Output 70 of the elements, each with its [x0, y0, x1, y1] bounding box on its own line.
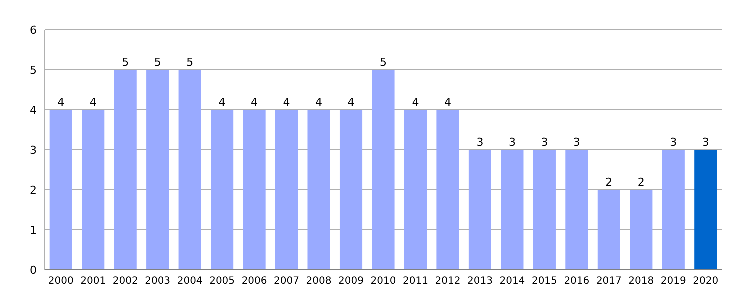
bar: [114, 70, 137, 270]
x-tick-label: 2015: [532, 276, 558, 287]
x-tick-label: 2003: [145, 276, 171, 287]
data-label: 3: [508, 136, 516, 149]
x-tick-label: 2005: [210, 276, 236, 287]
bar: [566, 150, 588, 270]
bar: [694, 150, 718, 270]
bar: [178, 70, 202, 270]
data-label: 2: [606, 176, 613, 189]
x-tick-label: 2017: [596, 276, 622, 287]
x-tick-label: 2008: [306, 276, 332, 287]
x-tick-label: 2006: [242, 276, 268, 287]
data-label: 4: [348, 96, 355, 109]
bar: [404, 110, 428, 270]
data-label: 3: [541, 136, 548, 149]
bar: [436, 110, 460, 270]
data-label: 4: [444, 96, 452, 109]
y-tick-label: 1: [30, 224, 37, 237]
bar: [211, 110, 234, 270]
x-tick-label: 2020: [693, 276, 719, 287]
data-label: 2: [638, 176, 645, 189]
data-label: 3: [476, 136, 484, 149]
x-tick-label: 2010: [370, 276, 396, 287]
bar: [468, 150, 492, 270]
y-tick-label: 6: [30, 24, 37, 37]
y-tick-label: 0: [30, 264, 37, 277]
x-tick-label: 2016: [564, 276, 590, 287]
data-label: 5: [154, 56, 162, 69]
x-tick-label: 2011: [403, 276, 428, 287]
bar: [50, 110, 72, 270]
data-label: 4: [90, 96, 97, 109]
data-label: 4: [251, 96, 258, 109]
x-tick-label: 2014: [500, 276, 526, 287]
data-label: 4: [283, 96, 290, 109]
x-tick-label: 2002: [112, 276, 138, 287]
x-tick-label: 2009: [338, 276, 364, 287]
data-label: 5: [186, 56, 194, 69]
x-tick-label: 2012: [435, 276, 461, 287]
x-tick-label: 2019: [660, 276, 686, 287]
x-tick-label: 2004: [177, 276, 203, 287]
bar: [276, 110, 298, 270]
y-tick-label: 2: [30, 184, 37, 197]
data-label: 4: [412, 96, 420, 109]
bar: [243, 110, 266, 270]
x-tick-label: 2013: [467, 276, 493, 287]
x-tick-label: 2007: [274, 276, 300, 287]
bar: [630, 190, 653, 270]
bar: [533, 150, 556, 270]
y-tick-label: 4: [30, 104, 37, 117]
bar: [146, 70, 170, 270]
data-label: 5: [122, 56, 130, 69]
bar: [598, 190, 620, 270]
data-label: 3: [702, 136, 710, 149]
bar: [662, 150, 685, 270]
y-tick-label: 3: [30, 144, 37, 157]
data-label: 4: [58, 96, 65, 109]
data-label: 5: [380, 56, 387, 69]
bar: [340, 110, 363, 270]
bar: [501, 150, 524, 270]
x-tick-label: 2001: [80, 276, 106, 287]
x-tick-label: 2000: [48, 276, 74, 287]
data-label: 3: [670, 136, 678, 149]
bar: [308, 110, 330, 270]
data-label: 3: [573, 136, 580, 149]
data-label: 4: [218, 96, 226, 109]
bar: [82, 110, 105, 270]
x-tick-label: 2018: [628, 276, 654, 287]
data-label: 4: [316, 96, 323, 109]
y-tick-label: 5: [30, 64, 37, 77]
bar: [372, 70, 395, 270]
